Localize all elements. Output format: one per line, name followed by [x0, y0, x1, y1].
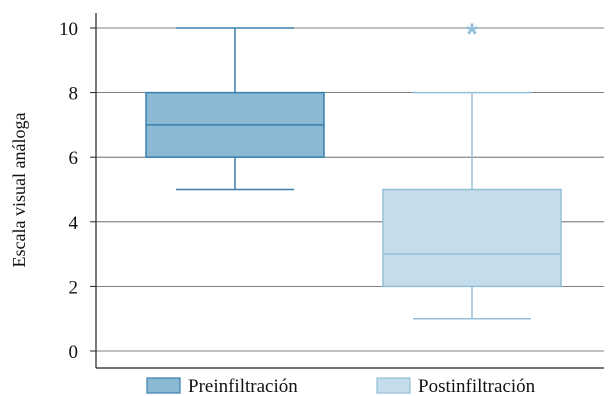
y-tick-label: 2 — [69, 277, 79, 298]
y-tick-label: 6 — [69, 148, 79, 169]
y-axis-title: Escala visual análoga — [9, 113, 29, 268]
y-tick-label: 0 — [69, 342, 79, 363]
legend-swatch — [376, 377, 411, 394]
legend-label: Postinfiltración — [418, 376, 536, 396]
iqr-box — [382, 188, 562, 288]
y-tick-label: 4 — [69, 213, 79, 234]
box-2: * — [382, 18, 562, 320]
legend-item-2: Postinfiltración — [376, 376, 536, 396]
axes-layer: 0 2 4 6 8 10 Escala visual análoga — [9, 13, 604, 369]
y-tick-label: 8 — [69, 84, 79, 105]
box-1 — [145, 27, 325, 191]
legend-item-1: Preinfiltración — [146, 376, 298, 396]
legend-label: Preinfiltración — [188, 376, 298, 396]
outlier-marker: * — [466, 18, 478, 51]
legend: Preinfiltración Postinfiltración — [146, 376, 536, 396]
y-tick-label: 10 — [59, 19, 78, 40]
boxes-layer: * — [145, 18, 562, 320]
legend-swatch — [146, 377, 181, 394]
